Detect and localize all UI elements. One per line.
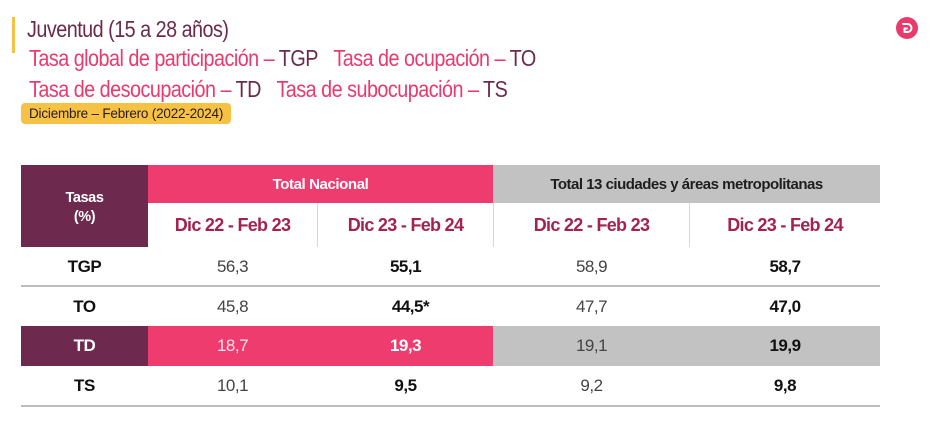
definitions-line-1: Tasa global de participación – TGP Tasa d… [29, 45, 536, 72]
definition-ts-label: Tasa de subocupación – [276, 76, 484, 102]
cell-value: 9,5 [394, 375, 417, 395]
column-divider [689, 203, 690, 247]
cell-value: 19,9 [769, 336, 801, 355]
row-label: TD [21, 326, 148, 366]
definition-td-abbr: TD [235, 76, 262, 102]
accent-bar [12, 17, 15, 53]
header-tasas-line2: (%) [73, 209, 96, 225]
td-highlight-13-ciudades [493, 326, 880, 366]
header-period-nac-1: Dic 22 - Feb 23 [174, 214, 291, 235]
definition-to-label: Tasa de ocupación – [333, 45, 510, 71]
dane-logo-icon [896, 17, 918, 39]
cell-value: 56,3 [216, 256, 249, 276]
page-title: Juventud (15 a 28 años) [27, 16, 229, 42]
cell-value: 44,5* [391, 296, 430, 316]
column-divider [493, 203, 494, 247]
definitions-line-2: Tasa de desocupación – TD Tasa de subocup… [29, 76, 508, 103]
td-highlight-nacional [148, 326, 493, 366]
header-tasas-line1: Tasas [65, 190, 104, 206]
cell-value: 45,8 [216, 296, 249, 316]
cell-value: 18,7 [216, 336, 249, 355]
cell-value: 19,3 [389, 336, 422, 355]
definition-tgp-abbr: TGP [278, 45, 319, 71]
row-label: TS [74, 375, 95, 395]
definition-tgp-label: Tasa global de participación – [29, 45, 279, 71]
cell-value: 10,1 [216, 375, 249, 395]
cell-value: 58,9 [575, 256, 608, 276]
definition-td-label: Tasa de desocupación – [29, 76, 236, 102]
header-tasas: Tasas (%) [21, 165, 148, 247]
cell-value: 55,1 [389, 256, 422, 276]
cell-value: 9,2 [580, 375, 603, 395]
definition-ts-abbr: TS [483, 76, 508, 102]
cell-value: 19,1 [575, 336, 608, 355]
row-label: TGP [67, 256, 102, 276]
row-divider [21, 405, 880, 407]
cell-value: 58,7 [769, 256, 801, 276]
cell-value: 47,0 [769, 296, 801, 316]
header-period-13-1: Dic 22 - Feb 23 [533, 214, 650, 235]
column-divider [317, 203, 318, 247]
cell-value: 9,8 [773, 375, 797, 395]
header-period-13-2: Dic 23 - Feb 24 [727, 214, 843, 235]
date-range-badge: Diciembre – Febrero (2022-2024) [21, 103, 232, 124]
definition-to-abbr: TO [509, 45, 537, 71]
header-period-nac-2: Dic 23 - Feb 24 [347, 214, 464, 235]
header-total-nacional: Total Nacional [148, 165, 493, 203]
row-label: TO [73, 296, 96, 316]
row-divider [21, 285, 880, 287]
cell-value: 47,7 [575, 296, 608, 316]
header-total-13-ciudades: Total 13 ciudades y áreas metropolitanas [493, 165, 880, 203]
